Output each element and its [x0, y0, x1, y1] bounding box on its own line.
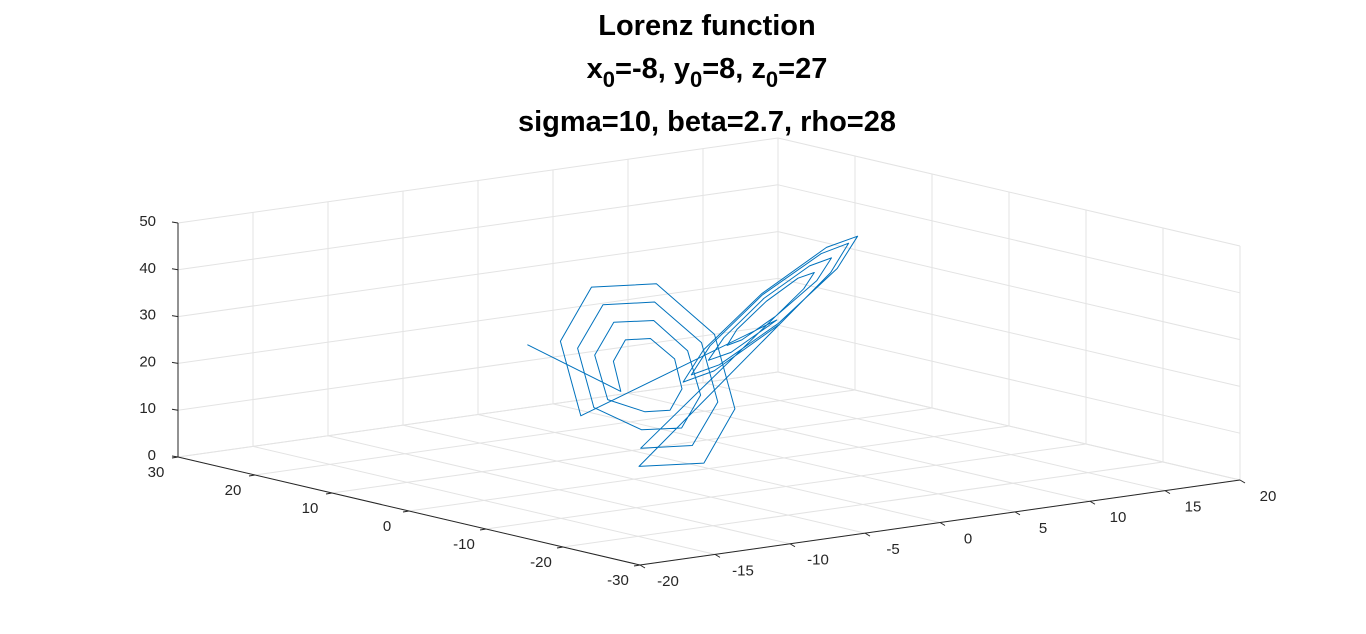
x-tick: [1014, 511, 1021, 516]
x-tick-label: 20: [1260, 488, 1277, 505]
y-tick: [248, 474, 256, 477]
x-tick: [939, 522, 946, 526]
title-line: Lorenz function: [598, 10, 815, 42]
y-tick-label: 20: [225, 482, 242, 499]
y-tick-label: 0: [383, 518, 391, 535]
z-tick-label: 20: [139, 353, 156, 370]
y-tick-label: 10: [302, 500, 319, 517]
x-tick: [864, 532, 871, 537]
grid-line: [562, 461, 1164, 548]
title-line: sigma=10, beta=2.7, rho=28: [518, 106, 896, 138]
grid-line: [777, 277, 1241, 387]
grid-line: [777, 231, 1241, 341]
x-tick-label: -15: [732, 562, 754, 579]
y-tick-label: 30: [148, 464, 165, 481]
x-tick: [789, 543, 796, 548]
grid-line: [177, 371, 779, 458]
y-tick-label: -20: [530, 554, 552, 571]
title-text: =-8, y: [615, 53, 690, 85]
grid-line: [408, 425, 1010, 512]
x-tick-label: -10: [807, 552, 829, 569]
x-tick: [1089, 500, 1096, 505]
x-tick-label: 0: [964, 530, 972, 547]
z-tick-label: 0: [148, 447, 156, 464]
grid-line: [777, 324, 1241, 434]
y-tick: [325, 492, 333, 495]
title-text: =8, z: [702, 53, 766, 85]
x-tick: [1164, 490, 1171, 495]
x-tick: [714, 553, 721, 558]
y-tick-label: -10: [453, 536, 475, 553]
title-text: =27: [778, 53, 827, 85]
y-tick-label: -30: [607, 572, 629, 589]
z-tick: [171, 268, 179, 271]
grid-line: [177, 277, 779, 364]
x-tick-label: -20: [657, 573, 679, 590]
z-tick-label: 50: [139, 213, 156, 230]
grid-line: [177, 231, 779, 318]
grid-line: [777, 184, 1241, 294]
grid-line: [177, 184, 779, 271]
grid-line: [331, 407, 933, 494]
y-tick: [479, 528, 487, 531]
grid-line: [485, 443, 1087, 530]
grid-line: [177, 137, 779, 224]
x-tick-label: -5: [886, 541, 899, 558]
z-tick: [171, 221, 179, 224]
y-tick: [402, 510, 410, 513]
z-tick: [171, 315, 179, 318]
x-tick: [639, 564, 646, 569]
z-tick-label: 10: [139, 400, 156, 417]
grid-line: [177, 324, 779, 411]
x-tick-label: 15: [1185, 499, 1202, 516]
title-subscript: 0: [603, 67, 615, 92]
grid-line: [254, 389, 856, 476]
x-tick-label: 5: [1039, 520, 1047, 537]
z-tick: [171, 455, 179, 458]
grid-line: [777, 371, 1241, 481]
z-tick: [171, 361, 179, 364]
z-tick-label: 40: [139, 260, 156, 277]
x-tick: [1239, 479, 1246, 484]
title-text: sigma=10, beta=2.7, rho=28: [518, 106, 896, 138]
title-subscript: 0: [766, 67, 778, 92]
y-tick: [633, 564, 641, 567]
title-subscript: 0: [690, 67, 702, 92]
title-text: Lorenz function: [598, 10, 815, 42]
trajectory: [527, 235, 859, 467]
title-text: x: [587, 53, 603, 85]
y-tick: [556, 546, 564, 549]
title-line: x0=-8, y0=8, z0=27: [587, 53, 828, 92]
z-tick: [171, 408, 179, 411]
x-tick-label: 10: [1110, 509, 1127, 526]
grid-line: [777, 137, 1241, 247]
z-tick-label: 30: [139, 307, 156, 324]
